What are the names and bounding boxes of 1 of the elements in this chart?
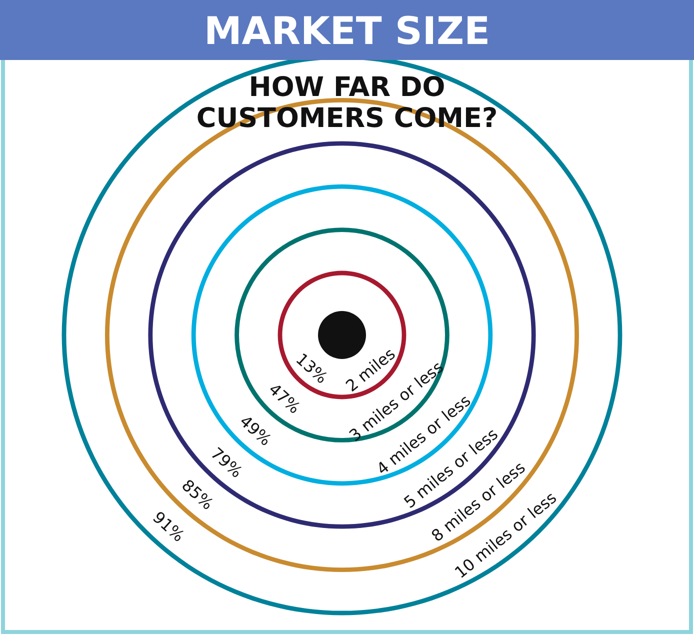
text: MARKET SIZE	[204, 9, 490, 53]
